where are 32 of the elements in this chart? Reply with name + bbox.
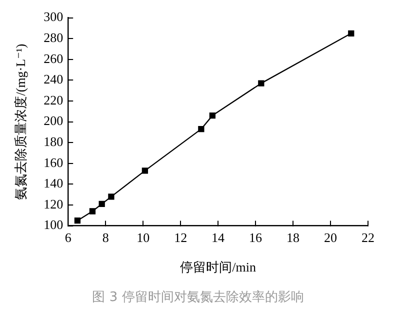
x-tick-label: 18	[286, 230, 300, 246]
y-tick-label: 160	[44, 154, 64, 170]
y-tick-label: 180	[44, 134, 64, 150]
caption: 图 3 停留时间对氨氮去除效率的影响	[91, 289, 305, 306]
point	[209, 112, 216, 119]
y-tick-label: 220	[44, 92, 64, 108]
x-tick-label: 12	[174, 230, 188, 246]
x-axis-title: 停留时间/min	[180, 260, 256, 275]
x-tick-label: 8	[102, 230, 109, 246]
x-tick-label: 20	[324, 230, 338, 246]
y-tick-label: 140	[44, 176, 64, 191]
point	[89, 208, 96, 214]
point	[98, 200, 105, 208]
x-tick-label: 10	[136, 230, 150, 246]
point	[108, 194, 114, 200]
x-tick-label: 16	[249, 230, 263, 246]
x-tick-label: 22	[362, 230, 374, 246]
x-tick-label: 14	[212, 230, 226, 246]
point	[348, 30, 354, 36]
point	[198, 126, 204, 132]
y-tick-label: 100	[44, 217, 64, 232]
y-tick-label: 300	[44, 9, 64, 24]
point	[74, 218, 81, 224]
y-tick-label: 280	[44, 30, 64, 46]
y-tick-label: 200	[44, 113, 64, 128]
y-axis-title: 氨氮去除质量浓度/(mg·L⁻¹)	[13, 44, 28, 200]
point	[142, 168, 148, 174]
y-tick-label: 240	[44, 72, 64, 87]
y-tick-label: 120	[44, 196, 64, 212]
point	[258, 80, 264, 86]
y-tick-label: 260	[44, 50, 64, 66]
x-tick-label: 6	[64, 230, 72, 246]
